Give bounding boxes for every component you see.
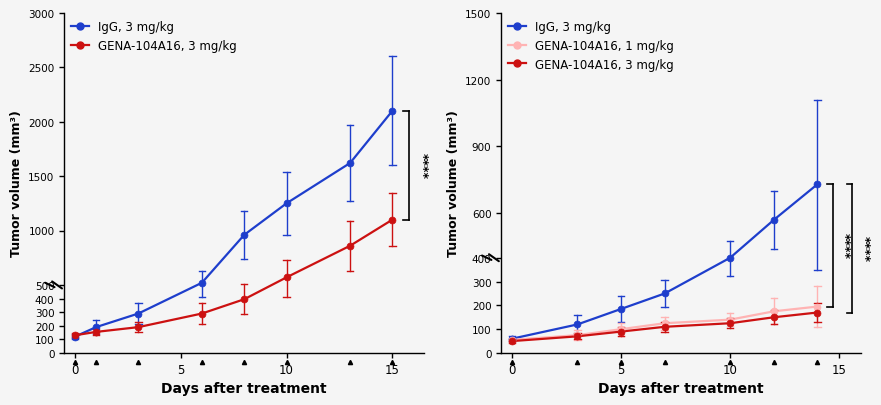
X-axis label: Days after treatment: Days after treatment [161, 382, 327, 395]
Y-axis label: Tumor volume (mm³): Tumor volume (mm³) [10, 110, 23, 257]
Legend: IgG, 3 mg/kg, GENA-104A16, 1 mg/kg, GENA-104A16, 3 mg/kg: IgG, 3 mg/kg, GENA-104A16, 1 mg/kg, GENA… [507, 19, 676, 72]
Text: ****: **** [838, 233, 851, 259]
Text: ****: **** [858, 236, 870, 262]
Text: ****: **** [416, 153, 429, 179]
Y-axis label: Tumor volume (mm³): Tumor volume (mm³) [447, 110, 460, 257]
Legend: IgG, 3 mg/kg, GENA-104A16, 3 mg/kg: IgG, 3 mg/kg, GENA-104A16, 3 mg/kg [70, 19, 239, 54]
X-axis label: Days after treatment: Days after treatment [598, 382, 764, 395]
